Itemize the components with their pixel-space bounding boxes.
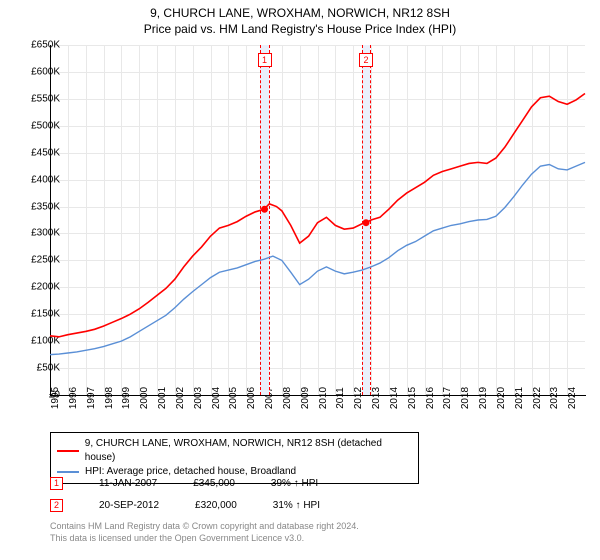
sale-delta: 31% ↑ HPI bbox=[273, 500, 320, 511]
footer-line1: Contains HM Land Registry data © Crown c… bbox=[50, 520, 359, 532]
sales-table: 1 11-JAN-2007 £345,000 39% ↑ HPI 2 20-SE… bbox=[50, 472, 320, 516]
series-line-subject bbox=[50, 93, 585, 336]
legend-swatch-subject bbox=[57, 450, 79, 452]
sale-delta: 39% ↑ HPI bbox=[271, 478, 318, 489]
table-row: 2 20-SEP-2012 £320,000 31% ↑ HPI bbox=[50, 494, 320, 516]
title-block: 9, CHURCH LANE, WROXHAM, NORWICH, NR12 8… bbox=[0, 0, 600, 36]
legend-label-subject: 9, CHURCH LANE, WROXHAM, NORWICH, NR12 8… bbox=[85, 437, 412, 465]
table-row: 1 11-JAN-2007 £345,000 39% ↑ HPI bbox=[50, 472, 320, 494]
sale-marker-top: 2 bbox=[359, 53, 373, 67]
title-address: 9, CHURCH LANE, WROXHAM, NORWICH, NR12 8… bbox=[0, 6, 600, 20]
sale-date: 20-SEP-2012 bbox=[99, 500, 159, 511]
title-subtitle: Price paid vs. HM Land Registry's House … bbox=[0, 22, 600, 36]
sale-marker-1: 1 bbox=[50, 477, 63, 490]
sale-point bbox=[261, 206, 268, 213]
legend-item-subject: 9, CHURCH LANE, WROXHAM, NORWICH, NR12 8… bbox=[57, 437, 412, 465]
footer-line2: This data is licensed under the Open Gov… bbox=[50, 532, 359, 544]
sale-price: £320,000 bbox=[195, 500, 237, 511]
plot-svg bbox=[50, 45, 585, 395]
footer-attribution: Contains HM Land Registry data © Crown c… bbox=[50, 520, 359, 544]
chart-container: 9, CHURCH LANE, WROXHAM, NORWICH, NR12 8… bbox=[0, 0, 600, 560]
sale-price: £345,000 bbox=[193, 478, 235, 489]
sale-point bbox=[363, 219, 370, 226]
sale-date: 11-JAN-2007 bbox=[99, 478, 157, 489]
series-line-hpi bbox=[50, 162, 585, 354]
sale-marker-2: 2 bbox=[50, 499, 63, 512]
sale-marker-top: 1 bbox=[258, 53, 272, 67]
